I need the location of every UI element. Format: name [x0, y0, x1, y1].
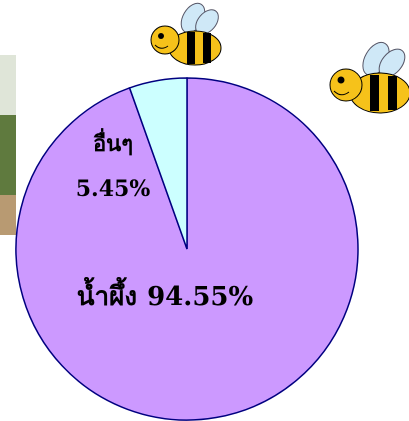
photo — [0, 55, 16, 235]
value-label: 5.45% — [76, 176, 151, 202]
chart: อื่นๆ 5.45% น้ำผึ้ง 94.55% — [0, 0, 409, 421]
slice-label: อื่นๆ — [93, 127, 133, 157]
slice-label: น้ำผึ้ง — [77, 276, 137, 312]
slice-label-group: น้ำผึ้ง 94.55% — [77, 276, 254, 312]
bee — [151, 0, 223, 65]
bee — [330, 38, 409, 113]
value-label: 94.55% — [147, 282, 253, 312]
pie — [16, 78, 358, 420]
